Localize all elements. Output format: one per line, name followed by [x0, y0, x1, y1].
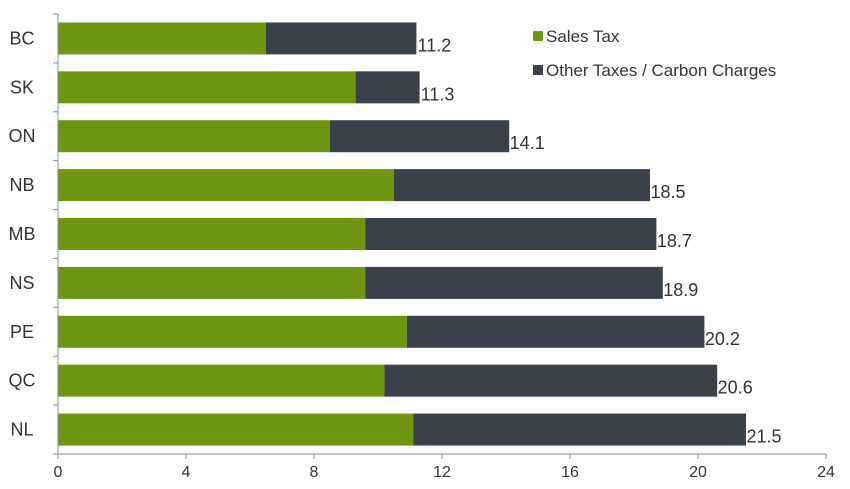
bar-ns-other-taxes	[365, 266, 663, 299]
bar-nl-other-taxes	[413, 413, 746, 446]
x-tick-label-16: 16	[561, 464, 579, 481]
category-label-on: ON	[9, 126, 36, 146]
total-label-pe: 20.2	[705, 329, 740, 349]
bar-nb-sales-tax	[58, 169, 394, 202]
category-label-bc: BC	[9, 28, 34, 48]
total-label-on: 14.1	[510, 133, 545, 153]
bar-sk-sales-tax	[58, 71, 356, 104]
bar-bc-sales-tax	[58, 22, 266, 55]
total-label-nb: 18.5	[650, 182, 685, 202]
bar-mb-other-taxes	[365, 218, 657, 250]
x-tick-label-24: 24	[817, 464, 835, 481]
total-label-nl: 21.5	[746, 427, 781, 447]
bar-qc-other-taxes	[384, 364, 718, 397]
bar-mb-sales-tax	[58, 218, 366, 250]
legend: Sales Tax Other Taxes / Carbon Charges	[533, 27, 776, 80]
category-label-sk: SK	[10, 77, 34, 97]
category-label-qc: QC	[9, 371, 36, 391]
x-tick-label-0: 0	[54, 464, 63, 481]
total-label-mb: 18.7	[657, 231, 692, 251]
total-label-qc: 20.6	[718, 378, 753, 398]
legend-label-sales-tax: Sales Tax	[546, 27, 620, 46]
bar-nb-other-taxes	[394, 169, 650, 202]
legend-label-other-taxes: Other Taxes / Carbon Charges	[546, 61, 776, 80]
total-label-ns: 18.9	[663, 280, 698, 300]
x-tick-label-8: 8	[310, 464, 319, 481]
labels-layer: BC 11.2 SK 11.3 ON 14.1 NB 18.5 MB 18.7 NS 18.9 PE 20…	[9, 28, 836, 481]
bar-sk-other-taxes	[355, 71, 420, 104]
category-label-pe: PE	[10, 322, 34, 342]
bar-on-other-taxes	[330, 120, 510, 153]
bar-pe-other-taxes	[406, 315, 705, 348]
bar-ns-sales-tax	[58, 266, 366, 299]
bars-layer	[58, 22, 746, 446]
bar-qc-sales-tax	[58, 364, 385, 397]
bar-pe-sales-tax	[58, 315, 407, 348]
category-label-ns: NS	[9, 273, 34, 293]
total-label-sk: 11.3	[421, 84, 455, 104]
legend-swatch-other-taxes	[533, 65, 543, 75]
legend-swatch-sales-tax	[533, 31, 543, 41]
bar-nl-sales-tax	[58, 413, 414, 446]
category-label-nb: NB	[9, 175, 34, 195]
x-tick-label-20: 20	[689, 464, 707, 481]
total-label-bc: 11.2	[418, 35, 452, 55]
category-label-mb: MB	[9, 224, 36, 244]
bar-on-sales-tax	[58, 120, 330, 153]
x-tick-label-4: 4	[182, 464, 191, 481]
category-label-nl: NL	[10, 420, 33, 440]
axes-layer	[53, 13, 827, 459]
x-tick-label-12: 12	[433, 464, 451, 481]
bar-bc-other-taxes	[266, 22, 417, 55]
